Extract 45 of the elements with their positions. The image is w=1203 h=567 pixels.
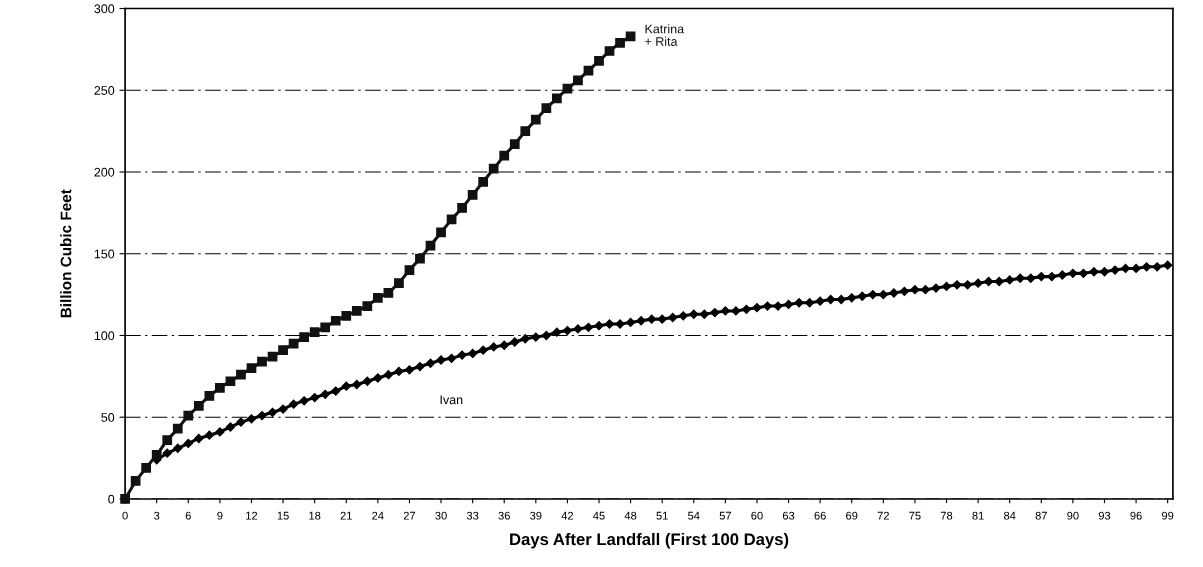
x-tick-label: 57: [719, 511, 731, 520]
x-tick-label: 24: [372, 511, 384, 520]
x-tick-label: 99: [1162, 511, 1174, 520]
y-axis-title: Billion Cubic Feet: [60, 189, 72, 318]
x-tick-label: 0: [122, 511, 128, 520]
x-tick-label: 96: [1130, 511, 1142, 520]
y-tick-label: 250: [94, 86, 115, 95]
y-tick-label: 200: [94, 167, 115, 177]
x-tick-label: 21: [340, 511, 352, 520]
x-tick-label: 3: [154, 511, 160, 520]
x-tick-label: 6: [185, 511, 191, 520]
y-tick-label: 100: [94, 331, 115, 341]
x-tick-label: 12: [246, 511, 258, 520]
x-tick-label: 45: [593, 511, 605, 520]
x-tick-label: 72: [877, 511, 889, 520]
x-tick-label: 42: [561, 511, 574, 520]
y-tick-label: 150: [94, 249, 115, 259]
x-tick-label: 9: [217, 511, 223, 520]
x-tick-label: 84: [1004, 511, 1016, 520]
x-axis-title: Days After Landfall (First 100 Days): [510, 532, 789, 549]
x-tick-label: 90: [1067, 511, 1079, 520]
x-tick-label: 33: [466, 511, 479, 520]
x-tick-label: 87: [1035, 511, 1047, 520]
x-tick-label: 39: [530, 511, 542, 520]
series-label: Katrina + Rita: [645, 24, 685, 46]
x-tick-label: 63: [782, 511, 795, 520]
x-tick-label: 66: [814, 511, 826, 520]
y-tick-label: 50: [101, 413, 115, 422]
x-tick-label: 54: [688, 511, 700, 520]
x-tick-label: 15: [277, 511, 289, 520]
x-tick-label: 51: [656, 511, 668, 520]
x-tick-label: 78: [940, 511, 953, 520]
y-tick-label: 0: [108, 494, 115, 504]
x-tick-label: 81: [972, 511, 984, 520]
x-tick-label: 27: [403, 511, 416, 520]
y-tick-label: 300: [94, 4, 115, 14]
x-tick-label: 30: [435, 511, 447, 520]
x-tick-label: 48: [624, 511, 637, 520]
x-tick-label: 93: [1098, 511, 1111, 520]
text: Ivan: [440, 395, 463, 405]
x-tick-label: 36: [498, 511, 510, 520]
x-tick-label: 69: [846, 511, 858, 520]
x-tick-label: 60: [751, 511, 763, 520]
x-tick-label: 18: [309, 511, 321, 520]
x-tick-label: 75: [909, 511, 921, 520]
